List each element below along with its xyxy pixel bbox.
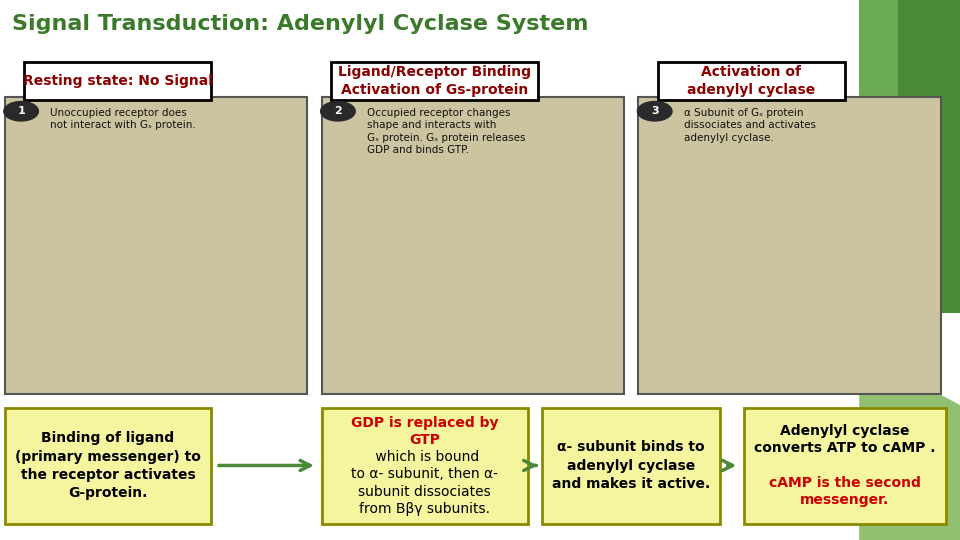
Circle shape [4,102,38,121]
Text: converts ATP to cAMP .: converts ATP to cAMP . [754,442,936,455]
Text: subunit dissociates: subunit dissociates [358,485,492,498]
FancyBboxPatch shape [542,408,720,524]
Text: GDP is replaced by: GDP is replaced by [351,416,498,429]
FancyBboxPatch shape [322,97,624,394]
Text: Occupied receptor changes
shape and interacts with
Gₛ protein. Gₛ protein releas: Occupied receptor changes shape and inte… [367,108,525,155]
Text: to α- subunit, then α-: to α- subunit, then α- [351,468,498,481]
Text: GTP: GTP [409,433,441,447]
FancyBboxPatch shape [658,62,845,100]
Text: 2: 2 [334,106,342,116]
Text: Unoccupied receptor does
not interact with Gₛ protein.: Unoccupied receptor does not interact wi… [50,108,196,130]
FancyBboxPatch shape [322,408,528,524]
Text: Signal Transduction: Adenylyl Cyclase System: Signal Transduction: Adenylyl Cyclase Sy… [12,14,588,33]
Circle shape [321,102,355,121]
Polygon shape [859,243,931,313]
FancyBboxPatch shape [744,408,946,524]
Text: messenger.: messenger. [801,494,889,507]
Text: α- subunit binds to
adenylyl cyclase
and makes it active.: α- subunit binds to adenylyl cyclase and… [552,440,710,491]
FancyBboxPatch shape [5,97,307,394]
Text: from Bβγ subunits.: from Bβγ subunits. [359,502,491,516]
Polygon shape [859,0,931,243]
Text: α Subunit of Gₛ protein
dissociates and activates
adenylyl cyclase.: α Subunit of Gₛ protein dissociates and … [684,108,815,143]
Text: 1: 1 [17,106,25,116]
Text: Ligand/Receptor Binding
Activation of Gs-protein: Ligand/Receptor Binding Activation of Gs… [338,65,531,97]
Text: cAMP is the second: cAMP is the second [769,476,921,490]
FancyBboxPatch shape [24,62,211,100]
Text: Activation of
adenylyl cyclase: Activation of adenylyl cyclase [687,65,815,97]
Polygon shape [898,0,960,313]
Text: Adenylyl cyclase: Adenylyl cyclase [780,424,909,438]
FancyBboxPatch shape [5,408,211,524]
FancyBboxPatch shape [331,62,538,100]
Text: Binding of ligand
(primary messenger) to
the receptor activates
G-protein.: Binding of ligand (primary messenger) to… [15,431,201,501]
Polygon shape [859,351,960,540]
FancyBboxPatch shape [638,97,941,394]
Circle shape [637,102,672,121]
Text: which is bound: which is bound [371,450,479,464]
Text: 3: 3 [651,106,659,116]
Text: Resting state: No Signal: Resting state: No Signal [23,74,212,88]
